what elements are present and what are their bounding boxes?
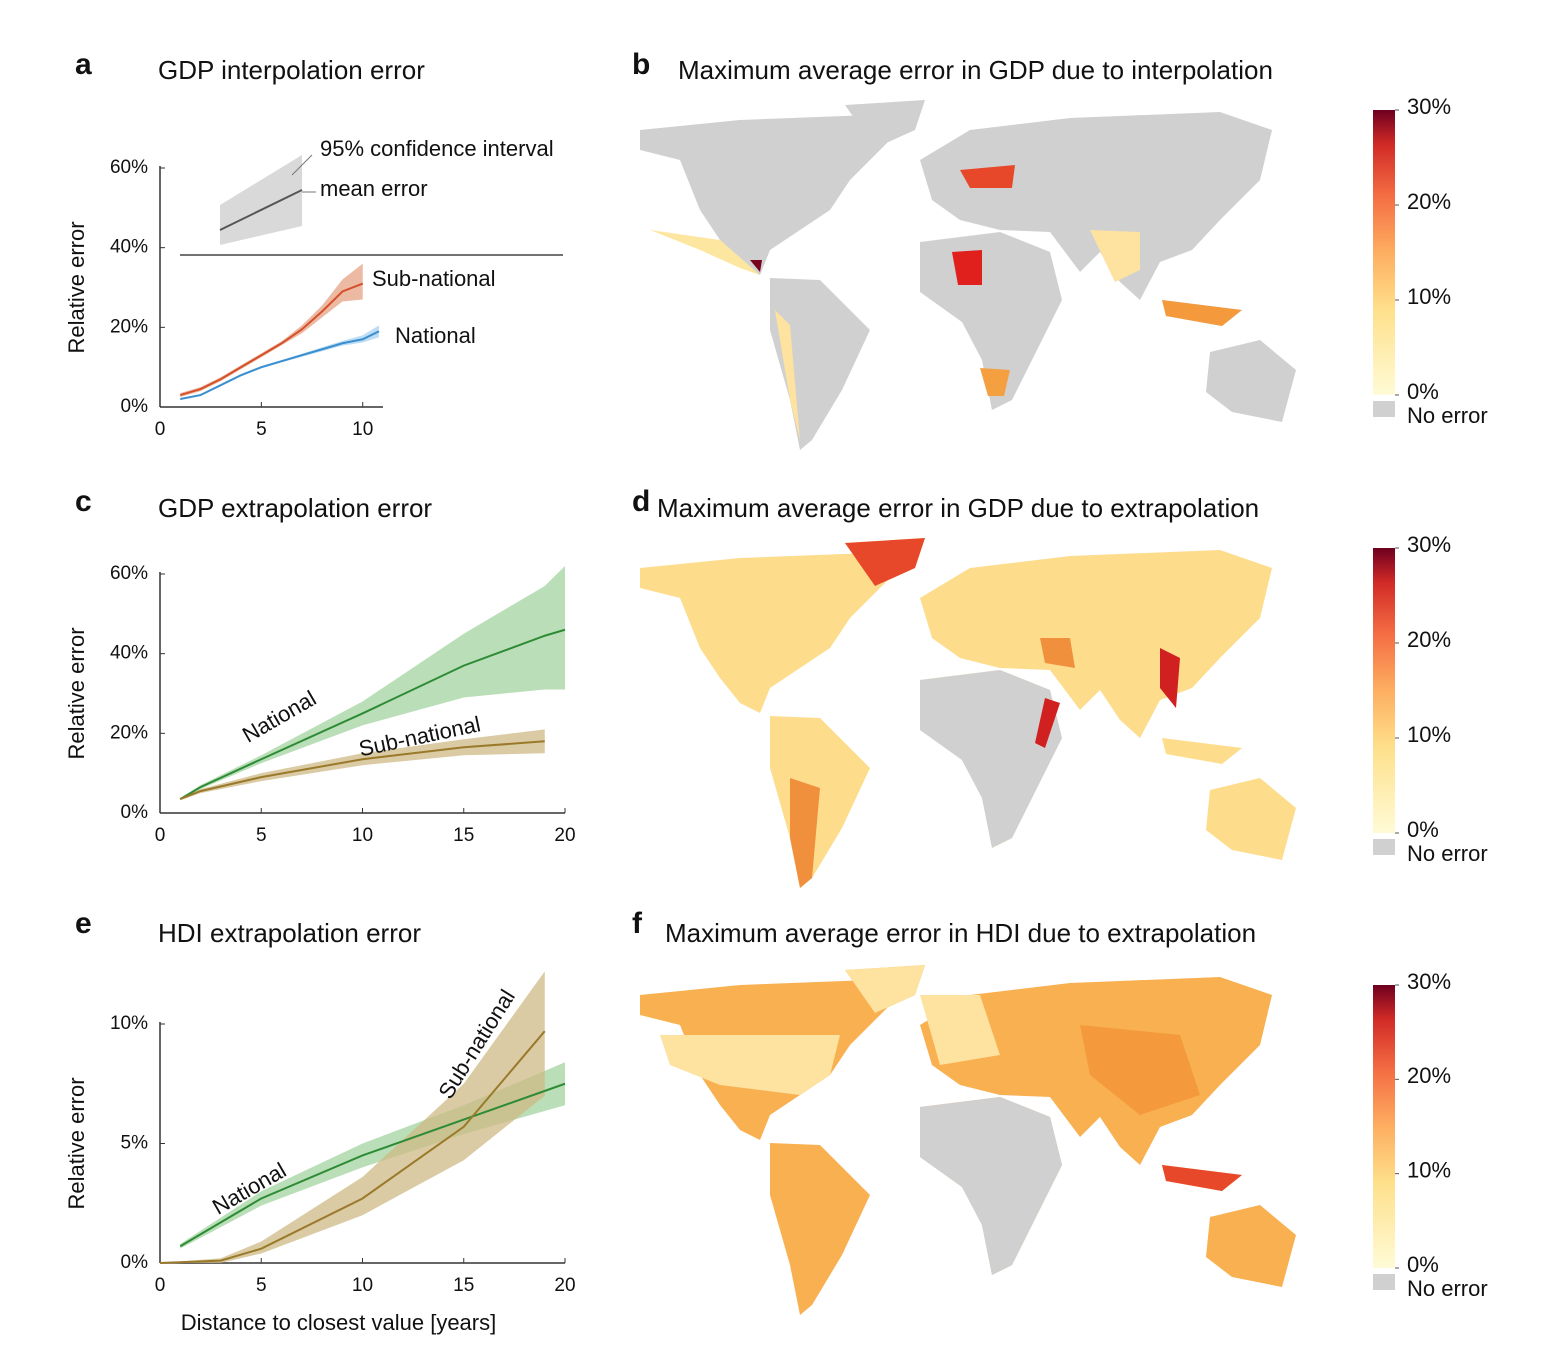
panel-letter: e <box>75 907 92 940</box>
panel-title: Maximum average error in GDP due to extr… <box>657 493 1259 523</box>
y-axis-label: Relative error <box>64 1077 89 1209</box>
world-map <box>640 100 1296 450</box>
colorbar-tick-label: 10% <box>1407 1157 1451 1182</box>
no-data-label: No error <box>1407 1276 1488 1301</box>
x-tick-label: 10 <box>352 1275 373 1296</box>
colorbar <box>1373 110 1395 395</box>
confidence-band <box>180 263 363 398</box>
y-tick-label: 0% <box>121 396 149 417</box>
inset-label: mean error <box>320 176 428 201</box>
no-data-swatch <box>1373 839 1395 855</box>
y-tick-label: 60% <box>110 157 148 178</box>
y-tick-label: 5% <box>121 1133 149 1154</box>
mean-line <box>179 740 545 800</box>
colorbar-tick-label: 30% <box>1407 94 1451 119</box>
inset-line <box>219 189 303 231</box>
colorbar-tick-label: 30% <box>1407 532 1451 557</box>
y-tick-label: 40% <box>110 643 148 664</box>
no-data-swatch <box>1373 401 1395 417</box>
y-tick-label: 20% <box>110 722 148 743</box>
mean-line <box>180 330 380 401</box>
mean-line <box>179 1082 566 1248</box>
colorbar-tick-label: 20% <box>1407 1063 1451 1088</box>
panel-title: GDP extrapolation error <box>158 493 432 523</box>
y-tick-label: 60% <box>110 563 148 584</box>
y-tick-label: 0% <box>121 802 149 823</box>
inset-legend: 95% confidence interval mean error <box>180 136 563 256</box>
y-axis-label: Relative error <box>64 221 89 353</box>
panel-letter: d <box>632 485 650 518</box>
colorbar <box>1373 548 1395 833</box>
x-tick-label: 15 <box>453 1275 474 1296</box>
colorbar-tick-label: 10% <box>1407 284 1451 309</box>
colorbar-tick-label: 30% <box>1407 969 1451 994</box>
no-data-swatch <box>1373 1274 1395 1290</box>
x-axis-label: Distance to closest value [years] <box>181 1310 496 1335</box>
no-data-label: No error <box>1407 403 1488 428</box>
x-tick-label: 0 <box>155 419 166 440</box>
colorbar <box>1373 985 1395 1268</box>
mean-line <box>179 282 364 397</box>
x-tick-label: 20 <box>554 1275 575 1296</box>
panel-title: Maximum average error in HDI due to extr… <box>665 918 1256 948</box>
panel-letter: c <box>75 485 92 518</box>
confidence-band <box>180 566 565 800</box>
x-tick-label: 5 <box>256 825 267 846</box>
colorbar-tick-label: 10% <box>1407 722 1451 747</box>
world-map <box>640 965 1296 1315</box>
panel-title: HDI extrapolation error <box>158 918 421 948</box>
colorbar-tick-label: 20% <box>1407 627 1451 652</box>
mean-line <box>179 628 566 800</box>
inset-label: 95% confidence interval <box>320 136 554 161</box>
panel-letter: a <box>75 48 92 81</box>
y-tick-label: 20% <box>110 316 148 337</box>
colorbar-tick-label: 0% <box>1407 817 1439 842</box>
no-data-label: No error <box>1407 841 1488 866</box>
x-tick-label: 0 <box>155 825 166 846</box>
x-tick-label: 10 <box>352 419 373 440</box>
colorbar-tick-label: 0% <box>1407 1252 1439 1277</box>
panel-title: Maximum average error in GDP due to inte… <box>678 55 1273 85</box>
panel-letter: b <box>632 48 650 81</box>
x-tick-label: 10 <box>352 825 373 846</box>
series-label: Sub-national <box>372 266 496 291</box>
series-label: National <box>395 323 476 348</box>
panel-letter: f <box>632 907 643 940</box>
x-tick-label: 15 <box>453 825 474 846</box>
x-tick-label: 5 <box>256 1275 267 1296</box>
confidence-band <box>180 729 545 801</box>
colorbar-tick-label: 0% <box>1407 379 1439 404</box>
x-tick-label: 20 <box>554 825 575 846</box>
y-tick-label: 40% <box>110 237 148 258</box>
y-axis-label: Relative error <box>64 627 89 759</box>
y-tick-label: 0% <box>121 1252 149 1273</box>
panel-title: GDP interpolation error <box>158 55 425 85</box>
world-map <box>640 538 1296 888</box>
x-tick-label: 0 <box>155 1275 166 1296</box>
mean-line <box>159 1030 546 1264</box>
inset-band <box>220 155 302 245</box>
colorbar-tick-label: 20% <box>1407 189 1451 214</box>
inset-pointer <box>291 154 313 176</box>
y-tick-label: 10% <box>110 1013 148 1034</box>
x-tick-label: 5 <box>256 419 267 440</box>
